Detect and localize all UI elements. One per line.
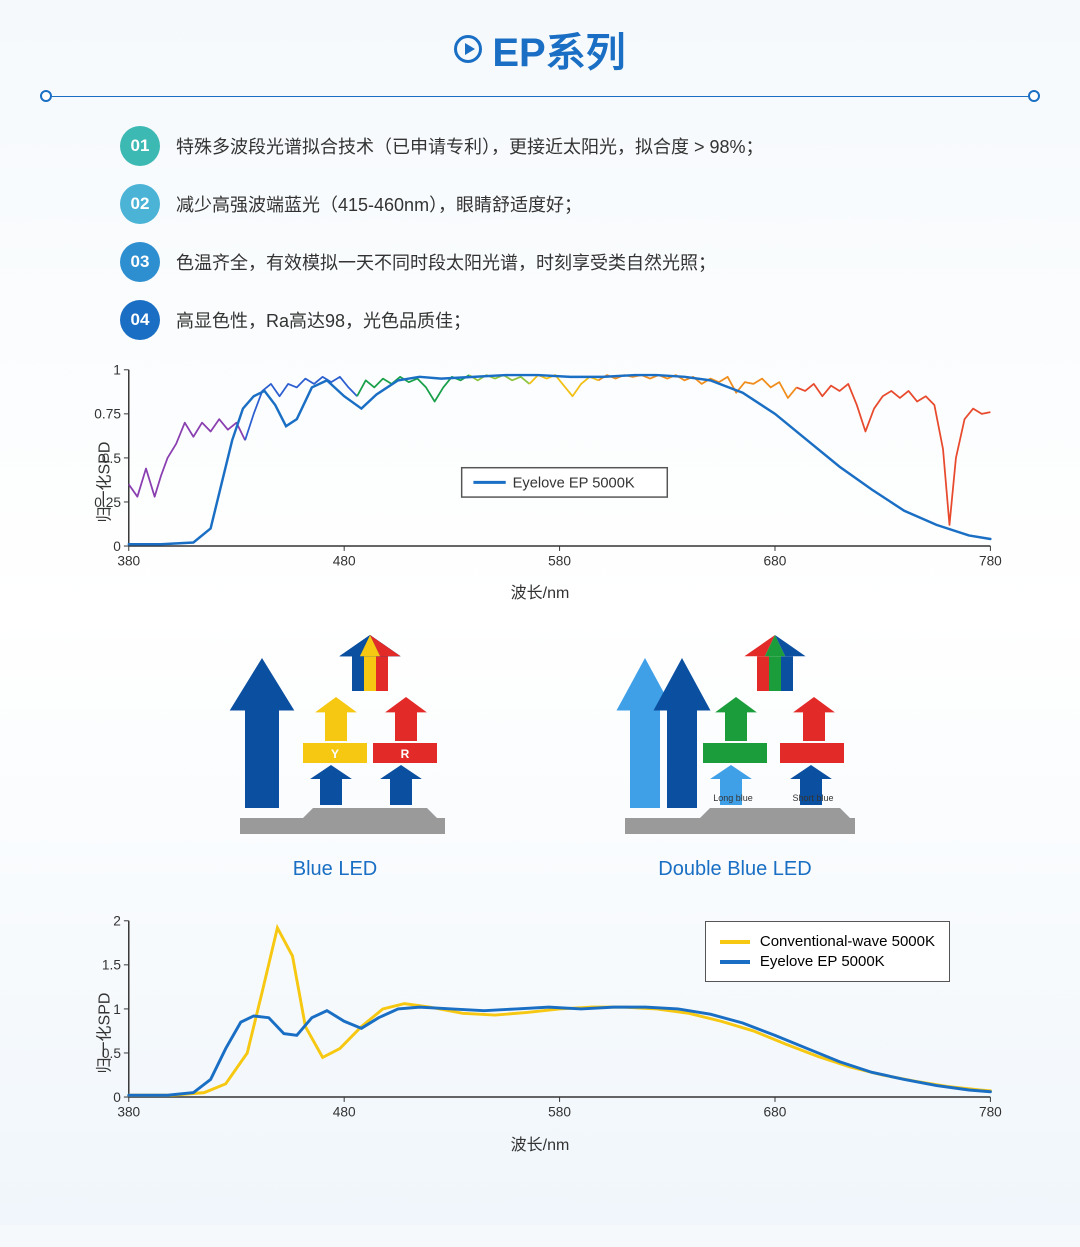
svg-text:580: 580 [548, 554, 571, 569]
svg-text:Short blue: Short blue [792, 793, 833, 803]
svg-text:Y: Y [331, 747, 339, 761]
divider-dot-icon [40, 90, 52, 102]
svg-text:R: R [401, 747, 410, 761]
svg-text:780: 780 [979, 554, 1002, 569]
svg-text:480: 480 [333, 1105, 356, 1120]
svg-text:380: 380 [117, 1105, 140, 1120]
legend-swatch [720, 960, 750, 964]
legend-label: Conventional-wave 5000K [760, 933, 935, 950]
svg-text:0: 0 [113, 539, 121, 554]
feature-text: 高显色性，Ra高达98，光色品质佳； [176, 307, 471, 333]
feature-badge: 02 [120, 184, 160, 224]
svg-text:380: 380 [117, 554, 140, 569]
legend-item: Conventional-wave 5000K [720, 933, 935, 950]
svg-text:0: 0 [113, 1090, 121, 1105]
title-divider [40, 90, 1040, 102]
spd-chart-1: 归一化SPD 00.250.50.751380480580680780Eyelo… [70, 360, 1010, 603]
svg-text:1.5: 1.5 [102, 958, 121, 973]
divider-dot-icon [1028, 90, 1040, 102]
feature-badge: 01 [120, 126, 160, 166]
svg-text:0.75: 0.75 [94, 407, 121, 422]
svg-text:Eyelove EP 5000K: Eyelove EP 5000K [513, 475, 635, 491]
feature-text: 色温齐全，有效模拟一天不同时段太阳光谱，时刻享受类自然光照； [176, 249, 716, 275]
led-diagrams: YR Blue LED Long blueShort blue Double B… [30, 633, 1050, 881]
svg-text:580: 580 [548, 1105, 571, 1120]
svg-text:1: 1 [113, 1002, 121, 1017]
play-circle-icon [454, 35, 482, 63]
double-blue-led-diagram: Long blue Short blue Double Blue LED [585, 633, 885, 881]
svg-text:680: 680 [764, 1105, 787, 1120]
divider-line [52, 96, 1028, 97]
chart2-ylabel: 归一化SPD [90, 993, 114, 1074]
chart1-ylabel: 归一化SPD [90, 441, 114, 522]
legend-item: Eyelove EP 5000K [720, 953, 935, 970]
feature-item: 01 特殊多波段光谱拟合技术（已申请专利），更接近太阳光，拟合度 > 98%； [120, 126, 960, 166]
svg-text:680: 680 [764, 554, 787, 569]
chart2-xlabel: 波长/nm [70, 1131, 1010, 1155]
feature-item: 02 减少高强波端蓝光（415-460nm），眼睛舒适度好； [120, 184, 960, 224]
legend-swatch [720, 940, 750, 944]
feature-badge: 03 [120, 242, 160, 282]
spd-chart-2: 归一化SPD 00.511.52380480580680780 波长/nm Co… [70, 911, 1010, 1154]
svg-text:2: 2 [113, 914, 121, 929]
feature-item: 04 高显色性，Ra高达98，光色品质佳； [120, 300, 960, 340]
feature-badge: 04 [120, 300, 160, 340]
double-blue-led-label: Double Blue LED [585, 858, 885, 881]
svg-text:1: 1 [113, 363, 121, 378]
chart1-xlabel: 波长/nm [70, 579, 1010, 603]
svg-text:780: 780 [979, 1105, 1002, 1120]
feature-text: 减少高强波端蓝光（415-460nm），眼睛舒适度好； [176, 191, 582, 217]
blue-led-svg: YR [195, 633, 475, 843]
blue-led-label: Blue LED [195, 858, 475, 881]
chart1-svg: 00.250.50.751380480580680780Eyelove EP 5… [70, 360, 1010, 575]
svg-text:Long blue: Long blue [713, 793, 753, 803]
legend-label: Eyelove EP 5000K [760, 953, 885, 970]
page-title: EP系列 [454, 20, 625, 78]
blue-led-diagram: YR Blue LED [195, 633, 475, 881]
double-blue-led-svg: Long blue Short blue [585, 633, 885, 843]
page-title-row: EP系列 [30, 20, 1050, 78]
feature-item: 03 色温齐全，有效模拟一天不同时段太阳光谱，时刻享受类自然光照； [120, 242, 960, 282]
chart2-legend: Conventional-wave 5000K Eyelove EP 5000K [705, 921, 950, 982]
feature-text: 特殊多波段光谱拟合技术（已申请专利），更接近太阳光，拟合度 > 98%； [176, 133, 764, 159]
feature-list: 01 特殊多波段光谱拟合技术（已申请专利），更接近太阳光，拟合度 > 98%； 02… [120, 126, 960, 340]
svg-text:480: 480 [333, 554, 356, 569]
title-text: EP系列 [492, 20, 625, 78]
